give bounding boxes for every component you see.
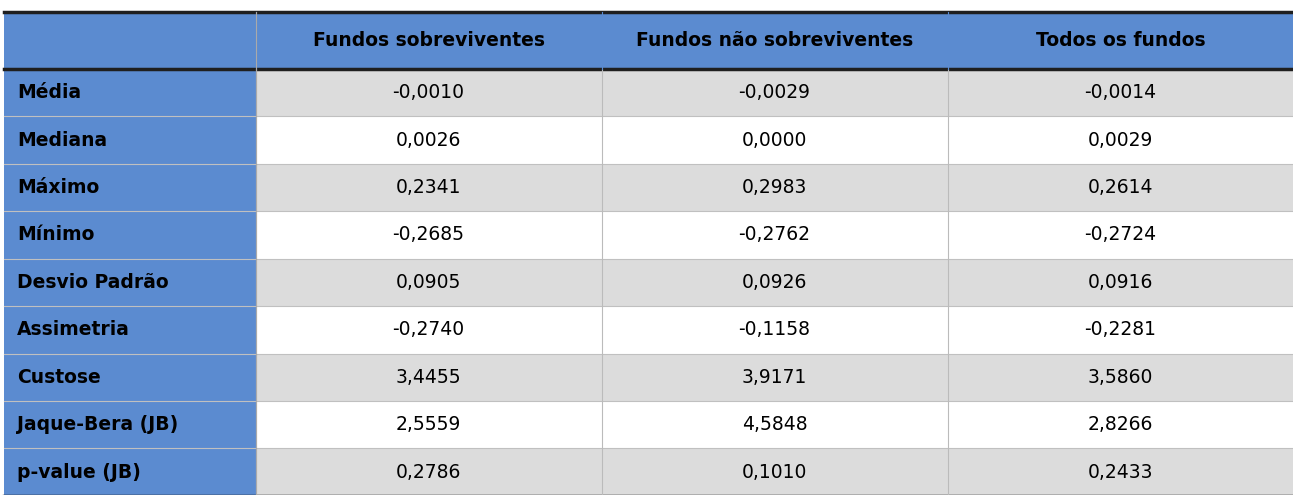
Bar xyxy=(4,12,256,69)
Text: p-value (JB): p-value (JB) xyxy=(17,463,141,482)
Text: Custose: Custose xyxy=(17,368,101,387)
Bar xyxy=(948,12,1293,69)
Text: Jaque-Bera (JB): Jaque-Bera (JB) xyxy=(17,415,178,434)
Text: 0,0905: 0,0905 xyxy=(396,273,462,292)
Text: -0,0010: -0,0010 xyxy=(393,83,464,102)
Text: 0,2786: 0,2786 xyxy=(396,463,462,482)
Bar xyxy=(256,306,601,353)
Bar xyxy=(948,116,1293,164)
Bar xyxy=(601,259,948,306)
Bar xyxy=(948,164,1293,211)
Text: 3,4455: 3,4455 xyxy=(396,368,462,387)
Bar xyxy=(4,116,256,164)
Text: Fundos sobreviventes: Fundos sobreviventes xyxy=(313,31,544,50)
Bar xyxy=(601,116,948,164)
Bar xyxy=(256,259,601,306)
Bar xyxy=(601,401,948,448)
Bar xyxy=(4,306,256,353)
Bar xyxy=(4,164,256,211)
Bar xyxy=(4,259,256,306)
Bar xyxy=(256,401,601,448)
Text: 0,2614: 0,2614 xyxy=(1087,178,1153,197)
Bar xyxy=(256,69,601,116)
Text: 4,5848: 4,5848 xyxy=(742,415,807,434)
Text: Mediana: Mediana xyxy=(17,131,107,149)
Bar xyxy=(4,353,256,401)
Text: 2,5559: 2,5559 xyxy=(396,415,462,434)
Bar xyxy=(948,211,1293,259)
Text: 0,0926: 0,0926 xyxy=(742,273,807,292)
Bar xyxy=(256,164,601,211)
Bar xyxy=(601,164,948,211)
Text: 0,2433: 0,2433 xyxy=(1087,463,1153,482)
Text: Mínimo: Mínimo xyxy=(17,225,94,245)
Text: 3,5860: 3,5860 xyxy=(1087,368,1153,387)
Text: -0,2762: -0,2762 xyxy=(738,225,811,245)
Bar xyxy=(4,69,256,116)
Bar xyxy=(948,448,1293,495)
Bar xyxy=(948,306,1293,353)
Bar xyxy=(948,401,1293,448)
Text: 3,9171: 3,9171 xyxy=(742,368,807,387)
Bar xyxy=(601,12,948,69)
Bar xyxy=(4,448,256,495)
Text: -0,0014: -0,0014 xyxy=(1085,83,1157,102)
Bar xyxy=(601,69,948,116)
Text: Fundos não sobreviventes: Fundos não sobreviventes xyxy=(636,31,913,50)
Bar xyxy=(256,448,601,495)
Bar xyxy=(4,401,256,448)
Text: -0,2724: -0,2724 xyxy=(1085,225,1157,245)
Text: 0,0029: 0,0029 xyxy=(1087,131,1153,149)
Text: 0,1010: 0,1010 xyxy=(742,463,807,482)
Text: Média: Média xyxy=(17,83,81,102)
Bar xyxy=(4,211,256,259)
Bar xyxy=(256,353,601,401)
Text: -0,0029: -0,0029 xyxy=(738,83,811,102)
Text: 0,0000: 0,0000 xyxy=(742,131,807,149)
Bar xyxy=(601,211,948,259)
Bar xyxy=(948,259,1293,306)
Text: 2,8266: 2,8266 xyxy=(1087,415,1153,434)
Bar xyxy=(601,353,948,401)
Text: 0,0916: 0,0916 xyxy=(1087,273,1153,292)
Bar xyxy=(601,306,948,353)
Text: -0,2685: -0,2685 xyxy=(393,225,464,245)
Text: -0,1158: -0,1158 xyxy=(738,320,811,340)
Bar xyxy=(601,448,948,495)
Text: Todos os fundos: Todos os fundos xyxy=(1036,31,1205,50)
Bar xyxy=(256,211,601,259)
Text: -0,2281: -0,2281 xyxy=(1085,320,1156,340)
Text: 0,0026: 0,0026 xyxy=(396,131,462,149)
Text: 0,2983: 0,2983 xyxy=(742,178,807,197)
Bar xyxy=(948,69,1293,116)
Text: Assimetria: Assimetria xyxy=(17,320,129,340)
Bar xyxy=(948,353,1293,401)
Bar xyxy=(256,12,601,69)
Text: Máximo: Máximo xyxy=(17,178,100,197)
Bar xyxy=(256,116,601,164)
Text: -0,2740: -0,2740 xyxy=(393,320,464,340)
Text: 0,2341: 0,2341 xyxy=(396,178,462,197)
Text: Desvio Padrão: Desvio Padrão xyxy=(17,273,168,292)
